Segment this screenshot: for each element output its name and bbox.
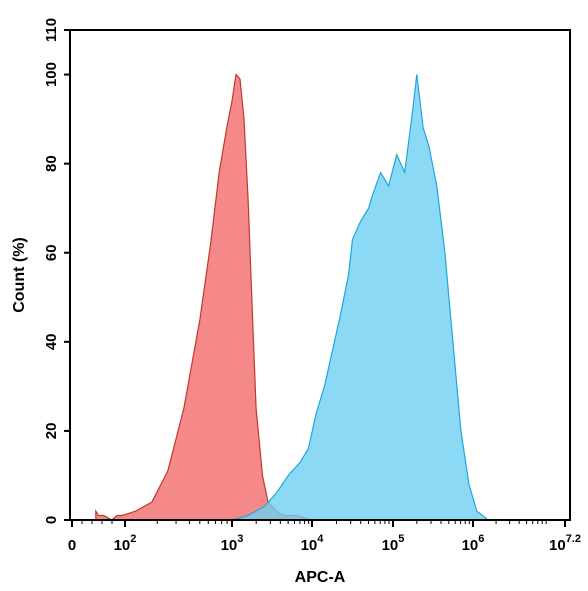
y-axis-title: Count (%): [11, 237, 28, 313]
x-tick-label: 0: [68, 537, 76, 554]
axes-layer: 0 20 40 60 80 100 110 0 102 103 104 105 106 107.2: [43, 18, 581, 554]
y-tick-label: 60: [43, 244, 60, 261]
x-tick-label: 104: [301, 533, 325, 554]
x-tick-label: 103: [221, 533, 244, 554]
histogram-series-2: [231, 74, 491, 521]
x-tick-label: 105: [382, 533, 405, 554]
y-tick-label: 80: [43, 155, 60, 172]
y-tick-label: 110: [43, 18, 60, 42]
y-tick-label: 0: [43, 516, 60, 524]
y-tick-label: 100: [43, 62, 60, 87]
y-tick-label: 40: [43, 333, 60, 350]
series-layer: [95, 73, 491, 521]
y-tick-label: 20: [43, 423, 60, 440]
x-axis-title: APC-A: [295, 569, 346, 586]
x-tick-label: 102: [114, 533, 137, 554]
plot-frame: [69, 29, 571, 521]
x-tick-label: 106: [462, 533, 485, 554]
x-tick-label: 107.2: [549, 533, 581, 554]
